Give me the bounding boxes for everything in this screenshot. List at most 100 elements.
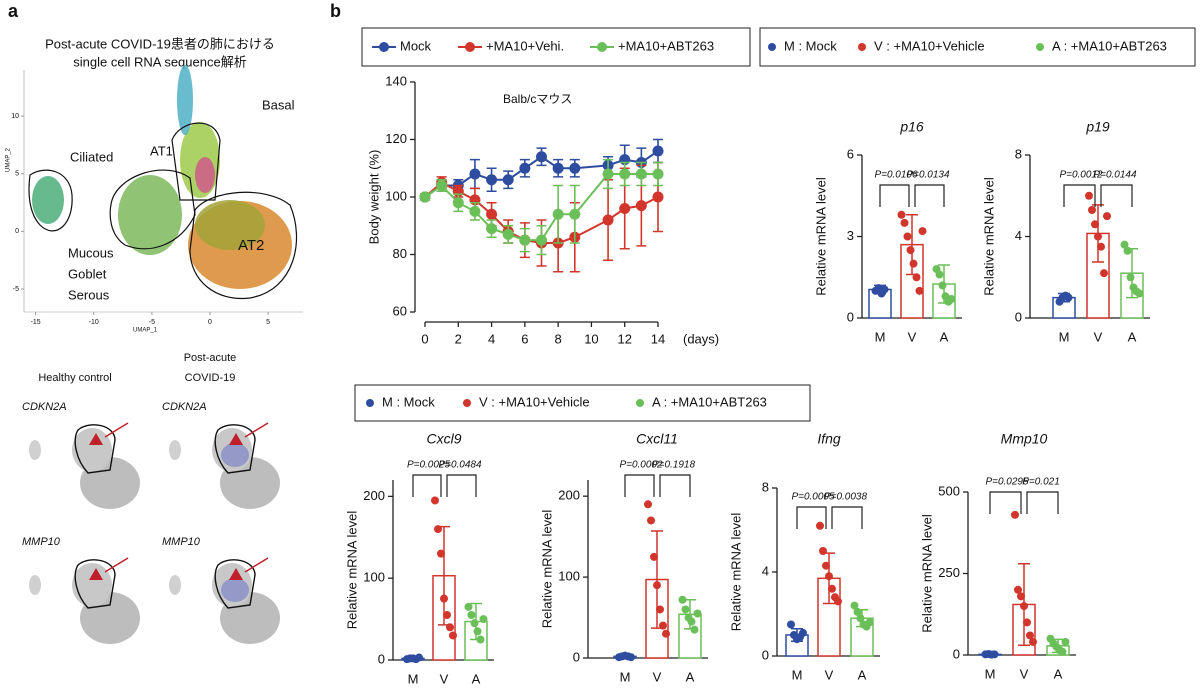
data-point [799, 628, 807, 637]
y-tick-label: 0 [1015, 309, 1022, 324]
gene-label: MMP10 [162, 536, 201, 548]
data-point [819, 547, 827, 555]
chart-title: p16 [899, 119, 924, 135]
x-tick-label: A [940, 329, 949, 344]
data-point [652, 191, 664, 203]
x-axis-label: (days) [683, 331, 719, 346]
umap-cluster [195, 200, 265, 250]
data-point [900, 218, 909, 227]
umap-cluster [195, 157, 215, 193]
x-tick-label: 0 [208, 319, 212, 326]
y-tick-label: 6 [847, 146, 854, 161]
data-point [693, 609, 702, 618]
x-tick-label: A [686, 669, 695, 684]
x-tick-label: M [1059, 329, 1070, 344]
legend-marker [597, 42, 607, 52]
data-point [659, 621, 667, 630]
cluster-label: Serous [68, 287, 110, 302]
legend-label: +MA10+Vehi. [486, 38, 564, 53]
data-point [912, 273, 921, 282]
cluster-outline [74, 559, 116, 609]
legend-marker [465, 42, 475, 52]
data-point [552, 162, 564, 174]
x-tick-label: 5 [266, 319, 270, 326]
x-tick-label: 2 [455, 331, 462, 346]
y-tick-label: 0 [762, 647, 769, 662]
data-point [1126, 273, 1135, 282]
x-tick-label: V [440, 671, 449, 686]
data-point [678, 595, 687, 604]
data-point [434, 525, 442, 534]
data-point [1100, 269, 1108, 278]
chart-title: Mmp10 [1001, 431, 1048, 447]
pointer-arrow [244, 557, 269, 573]
data-point [990, 650, 999, 659]
x-tick-label: V [653, 669, 662, 684]
data-point [897, 210, 906, 219]
p-value: P=0.0012 [1059, 170, 1103, 181]
data-point [1085, 191, 1093, 200]
significance-bracket [1026, 491, 1059, 514]
group-label: COVID-19 [185, 372, 236, 384]
data-point [437, 549, 445, 558]
data-point [519, 162, 531, 174]
data-point [536, 151, 547, 163]
data-point [470, 619, 479, 628]
data-point [656, 605, 664, 614]
data-point [1061, 637, 1070, 646]
legend-label: +MA10+ABT263 [618, 38, 714, 53]
data-point [469, 168, 481, 180]
data-point [1097, 242, 1105, 251]
y-tick-label: 0 [847, 309, 854, 324]
legend-label: Mock [400, 38, 432, 53]
x-tick-label: 14 [651, 331, 665, 346]
y-tick-label: 0 [573, 649, 580, 664]
pointer-arrow [104, 557, 129, 573]
cluster-outline [74, 424, 116, 474]
legend-marker [463, 399, 471, 407]
p-value: P=0.0002 [619, 460, 663, 471]
data-point [1135, 289, 1144, 298]
p-value: P=0.0295 [985, 477, 1029, 488]
y-tick-label: 4 [762, 563, 769, 578]
data-point [619, 168, 631, 180]
data-point [850, 601, 859, 610]
data-point [415, 653, 423, 662]
cluster-outline [189, 191, 298, 300]
data-point [687, 617, 696, 626]
legend-label: M : Mock [784, 38, 837, 53]
p-value: P=0.0134 [906, 170, 950, 181]
data-point [602, 168, 614, 180]
y-tick-label: 100 [385, 188, 407, 203]
x-tick-label: 4 [488, 331, 495, 346]
significance-bracket [914, 184, 945, 207]
x-axis-label: UMAP_1 [133, 328, 158, 334]
legend-marker [636, 399, 644, 407]
chart-title: Post-acute COVID-19患者の肺における [45, 36, 275, 51]
x-tick-label: A [1054, 666, 1063, 681]
cluster-label: Ciliated [70, 149, 113, 164]
x-tick-label: A [1128, 329, 1137, 344]
y-axis-label: Relative mRNA level [344, 511, 359, 630]
chart-title: Cxcl11 [636, 431, 678, 447]
data-point [602, 214, 614, 226]
legend-marker [379, 42, 389, 52]
data-point [816, 521, 824, 530]
data-point [486, 223, 498, 235]
p-value: P=0.0144 [1093, 170, 1137, 181]
y-tick-label: -5 [13, 286, 19, 293]
data-point [486, 208, 498, 220]
cluster-label: Mucous [68, 245, 114, 260]
p-value: P=0.0484 [438, 460, 482, 471]
y-tick-label: 4 [1015, 228, 1022, 243]
y-axis-label: Body weight (%) [366, 150, 381, 245]
legend-label: A : +MA10+ABT263 [1052, 38, 1167, 53]
expression-spots [221, 443, 249, 467]
data-point [1011, 510, 1019, 519]
legend-box [354, 384, 811, 422]
data-point [652, 168, 664, 180]
data-point [652, 145, 664, 157]
marker-triangle [229, 433, 243, 445]
y-tick-label: 8 [762, 479, 769, 494]
